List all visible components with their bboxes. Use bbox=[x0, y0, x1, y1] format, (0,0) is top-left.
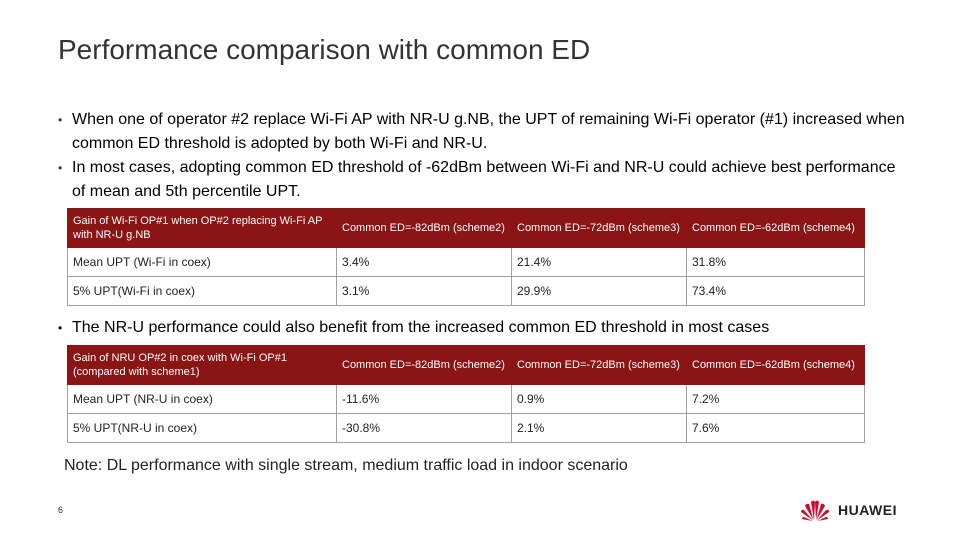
huawei-logo: HUAWEI bbox=[800, 497, 897, 523]
table-cell: 0.9% bbox=[511, 384, 687, 414]
table-header-cell: Common ED=-62dBm (scheme4) bbox=[686, 345, 865, 385]
table-cell: -30.8% bbox=[336, 413, 512, 443]
table-header-cell: Gain of NRU OP#2 in coex with Wi-Fi OP#1… bbox=[67, 345, 337, 385]
footnote: Note: DL performance with single stream,… bbox=[64, 457, 628, 474]
table-row: 5% UPT(NR-U in coex) -30.8% 2.1% 7.6% bbox=[67, 413, 865, 443]
page-number: 6 bbox=[58, 505, 64, 515]
table-cell: 21.4% bbox=[511, 247, 687, 277]
table-row: Mean UPT (NR-U in coex) -11.6% 0.9% 7.2% bbox=[67, 384, 865, 414]
table-header-cell: Common ED=-62dBm (scheme4) bbox=[686, 208, 865, 248]
bullet-list: When one of operator #2 replace Wi-Fi AP… bbox=[58, 108, 908, 204]
table-cell: 7.6% bbox=[686, 413, 865, 443]
table-cell: 31.8% bbox=[686, 247, 865, 277]
table-cell: Mean UPT (NR-U in coex) bbox=[67, 384, 337, 414]
bullet-item: In most cases, adopting common ED thresh… bbox=[58, 156, 908, 204]
slide-title: Performance comparison with common ED bbox=[58, 34, 591, 65]
table-cell: 7.2% bbox=[686, 384, 865, 414]
table-header-row: Gain of NRU OP#2 in coex with Wi-Fi OP#1… bbox=[67, 345, 865, 385]
table-cell: 3.1% bbox=[336, 276, 512, 306]
table-cell: Mean UPT (Wi-Fi in coex) bbox=[67, 247, 337, 277]
wifi-gain-table: Gain of Wi-Fi OP#1 when OP#2 replacing W… bbox=[67, 208, 865, 306]
bullet-item: When one of operator #2 replace Wi-Fi AP… bbox=[58, 108, 908, 156]
table-cell: 5% UPT(Wi-Fi in coex) bbox=[67, 276, 337, 306]
table-cell: 5% UPT(NR-U in coex) bbox=[67, 413, 337, 443]
table-header-cell: Gain of Wi-Fi OP#1 when OP#2 replacing W… bbox=[67, 208, 337, 248]
table-header-cell: Common ED=-82dBm (scheme2) bbox=[336, 208, 512, 248]
table-cell: 73.4% bbox=[686, 276, 865, 306]
table-header-cell: Common ED=-72dBm (scheme3) bbox=[511, 345, 687, 385]
table-header-cell: Common ED=-72dBm (scheme3) bbox=[511, 208, 687, 248]
huawei-flower-icon bbox=[801, 500, 829, 521]
table-cell: -11.6% bbox=[336, 384, 512, 414]
bullet-item: The NR-U performance could also benefit … bbox=[58, 317, 922, 339]
table-row: 5% UPT(Wi-Fi in coex) 3.1% 29.9% 73.4% bbox=[67, 276, 865, 306]
table-row: Mean UPT (Wi-Fi in coex) 3.4% 21.4% 31.8… bbox=[67, 247, 865, 277]
table-header-cell: Common ED=-82dBm (scheme2) bbox=[336, 345, 512, 385]
table-cell: 29.9% bbox=[511, 276, 687, 306]
logo-text: HUAWEI bbox=[838, 502, 897, 518]
table-header-row: Gain of Wi-Fi OP#1 when OP#2 replacing W… bbox=[67, 208, 865, 248]
nru-gain-table: Gain of NRU OP#2 in coex with Wi-Fi OP#1… bbox=[67, 345, 865, 443]
table-cell: 3.4% bbox=[336, 247, 512, 277]
table-cell: 2.1% bbox=[511, 413, 687, 443]
